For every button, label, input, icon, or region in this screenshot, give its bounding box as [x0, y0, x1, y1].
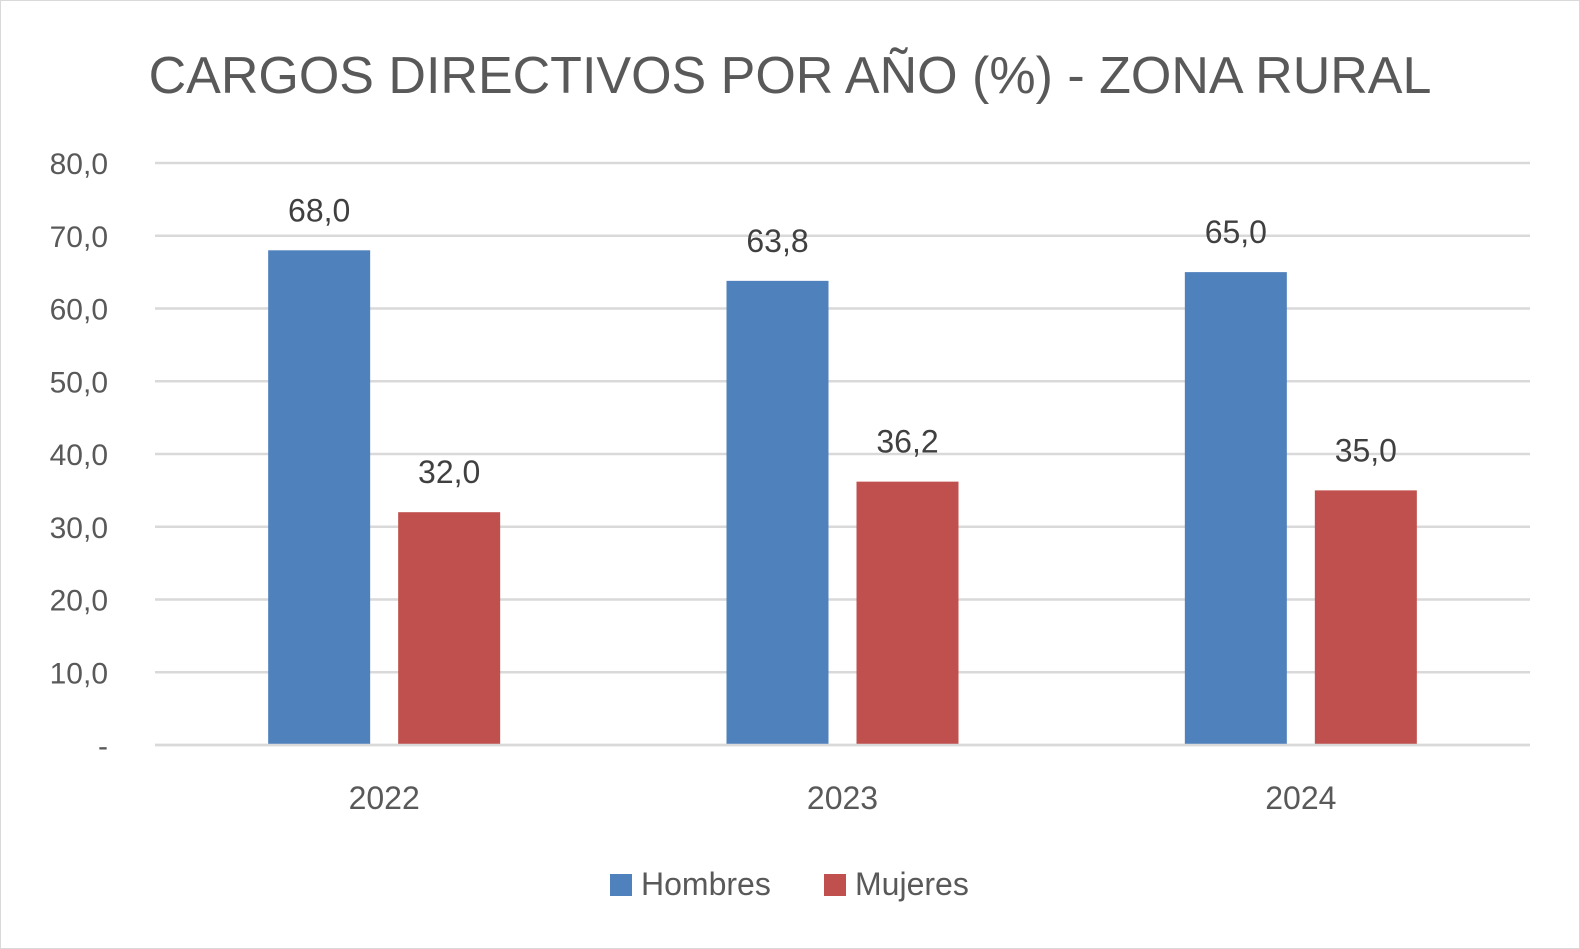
bar-hombres-2023	[726, 280, 829, 745]
data-label: 36,2	[876, 424, 938, 460]
data-label: 35,0	[1335, 432, 1397, 468]
data-labels: 68,0 32,0 63,8 36,2 65,0 35,0	[288, 192, 1397, 490]
x-axis: 2022 2023 2024	[155, 743, 1530, 816]
y-tick-label: 10,0	[50, 657, 108, 690]
data-label: 63,8	[746, 223, 808, 259]
y-axis: - 10,0 20,0 30,0 40,0 50,0 60,0 70,0 80,0	[50, 148, 108, 763]
legend-swatch	[610, 874, 632, 896]
x-tick-label: 2022	[349, 780, 420, 816]
x-tick-label: 2024	[1265, 780, 1336, 816]
bar-mujeres-2022	[398, 512, 501, 745]
legend: Hombres Mujeres	[610, 866, 969, 902]
bars	[268, 250, 1417, 746]
y-tick-label: 20,0	[50, 585, 108, 618]
legend-swatch	[824, 874, 846, 896]
y-tick-label: 80,0	[50, 148, 108, 181]
y-tick-label: 60,0	[50, 294, 108, 327]
y-tick-label: 30,0	[50, 512, 108, 545]
bar-hombres-2022	[268, 250, 371, 746]
legend-label: Mujeres	[855, 866, 969, 902]
chart-title: CARGOS DIRECTIVOS POR AÑO (%) - ZONA RUR…	[149, 47, 1432, 105]
data-label: 68,0	[288, 192, 350, 228]
legend-label: Hombres	[641, 866, 771, 902]
data-label: 65,0	[1205, 214, 1267, 250]
y-tick-label: -	[98, 730, 108, 763]
y-tick-label: 70,0	[50, 221, 108, 254]
y-tick-label: 50,0	[50, 366, 108, 399]
bar-mujeres-2024	[1314, 490, 1417, 745]
bar-mujeres-2023	[856, 481, 959, 745]
data-label: 32,0	[418, 454, 480, 490]
y-tick-label: 40,0	[50, 439, 108, 472]
x-tick-label: 2023	[807, 780, 878, 816]
bar-hombres-2024	[1184, 272, 1287, 745]
